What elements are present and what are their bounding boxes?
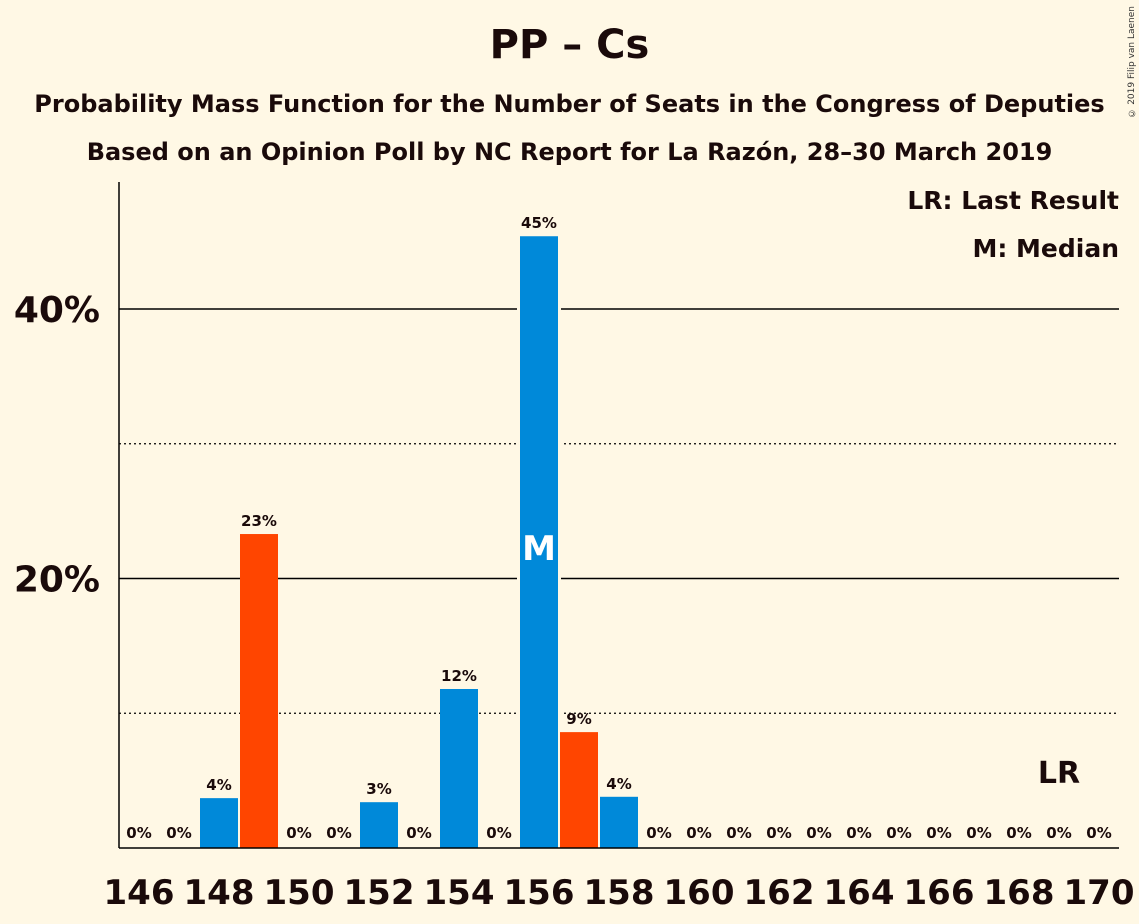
bar-value-label: 0% [886,824,911,842]
bar-value-label: 0% [846,824,871,842]
chart-title: PP – Cs [489,22,650,68]
bar-value-label: 0% [326,824,351,842]
bar-value-label: 0% [1086,824,1111,842]
legend-last-result: LR: Last Result [907,186,1119,215]
bar-value-label: 23% [241,512,277,530]
x-tick-label: 154 [424,873,495,913]
bar-value-label: 45% [521,214,557,232]
bar-value-label: 0% [126,824,151,842]
x-tick-label: 160 [664,873,735,913]
chart-subtitle-1: Probability Mass Function for the Number… [34,90,1105,118]
bar-154 [440,688,478,848]
bar-value-label: 0% [766,824,791,842]
bar-value-label: 0% [726,824,751,842]
x-tick-label: 156 [504,873,575,913]
bar-value-label: 0% [1046,824,1071,842]
bar-value-label: 0% [1006,824,1031,842]
x-tick-label: 162 [744,873,815,913]
bar-152 [360,802,398,848]
bar-149 [240,534,278,848]
last-result-marker: LR [1038,756,1080,791]
bar-value-label: 0% [926,824,951,842]
bar-148 [200,798,238,848]
bar-value-label: 0% [166,824,191,842]
chart-subtitle-2: Based on an Opinion Poll by NC Report fo… [86,138,1053,166]
bar-156 [520,236,558,849]
x-tick-label: 146 [104,873,175,913]
y-tick-label: 20% [14,560,100,601]
bar-value-label: 9% [566,710,591,728]
bar-value-label: 0% [486,824,511,842]
x-tick-label: 148 [184,873,255,913]
x-tick-label: 168 [984,873,1055,913]
bar-value-label: 0% [686,824,711,842]
bar-value-label: 0% [646,824,671,842]
bar-158 [600,796,638,848]
bar-value-label: 4% [206,776,231,794]
x-tick-label: 158 [584,873,655,913]
bar-value-label: 0% [806,824,831,842]
bar-value-label: 12% [441,667,477,685]
bar-157 [560,732,598,848]
bar-value-label: 0% [966,824,991,842]
median-marker: M [522,529,556,569]
x-tick-label: 166 [904,873,975,913]
y-tick-label: 40% [14,290,100,331]
bar-value-label: 3% [366,780,391,798]
bar-value-label: 0% [286,824,311,842]
x-tick-label: 170 [1064,873,1135,913]
x-tick-label: 150 [264,873,335,913]
x-tick-label: 152 [344,873,415,913]
legend-median: M: Median [972,234,1119,263]
x-tick-label: 164 [824,873,895,913]
bar-value-label: 0% [406,824,431,842]
bar-value-label: 4% [606,775,631,793]
